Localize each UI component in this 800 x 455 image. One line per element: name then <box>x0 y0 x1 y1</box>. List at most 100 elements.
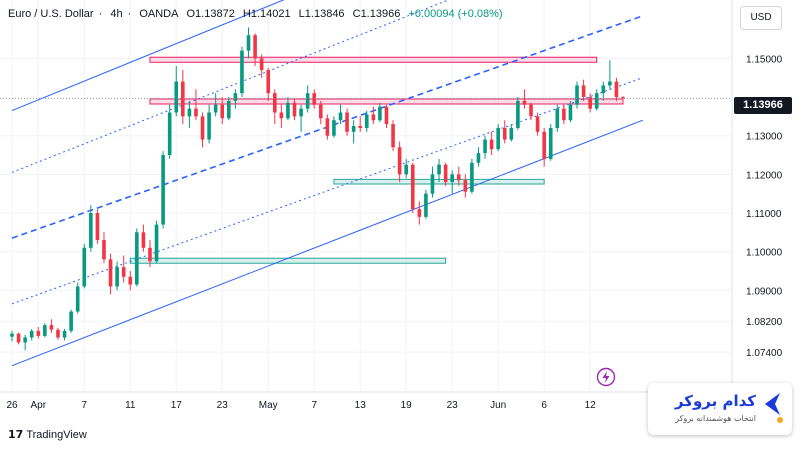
candle[interactable] <box>470 158 474 194</box>
candle[interactable] <box>108 253 113 295</box>
candle[interactable] <box>502 120 507 144</box>
candle[interactable] <box>174 66 179 117</box>
candle[interactable] <box>621 96 625 103</box>
candle[interactable] <box>516 97 520 130</box>
candle[interactable] <box>594 89 599 111</box>
candle[interactable] <box>89 205 93 252</box>
candle[interactable] <box>82 243 87 289</box>
candle[interactable] <box>43 323 47 338</box>
candle[interactable] <box>325 114 330 140</box>
candle[interactable] <box>305 85 310 113</box>
candle[interactable] <box>16 332 21 345</box>
candle[interactable] <box>548 124 553 161</box>
candle[interactable] <box>542 127 546 167</box>
candle[interactable] <box>476 147 481 167</box>
candle[interactable] <box>332 116 336 138</box>
candle[interactable] <box>456 166 461 186</box>
candle[interactable] <box>69 309 73 333</box>
candle[interactable] <box>233 89 238 109</box>
candle[interactable] <box>397 141 402 183</box>
candle[interactable] <box>509 124 514 142</box>
candle[interactable] <box>102 232 106 264</box>
candle[interactable] <box>404 158 408 179</box>
candle[interactable] <box>601 81 606 101</box>
candle[interactable] <box>29 328 34 341</box>
candle[interactable] <box>299 104 303 132</box>
candle[interactable] <box>266 68 271 101</box>
candle[interactable] <box>292 98 297 121</box>
candle[interactable] <box>279 104 284 128</box>
candle[interactable] <box>194 89 198 121</box>
candle[interactable] <box>154 220 159 264</box>
candle[interactable] <box>181 69 185 125</box>
candle[interactable] <box>588 93 592 113</box>
resistance-zone-lower[interactable] <box>149 98 624 105</box>
candle[interactable] <box>351 120 356 144</box>
candle[interactable] <box>273 89 277 125</box>
candle[interactable] <box>522 89 527 109</box>
candle[interactable] <box>614 77 619 101</box>
candle[interactable] <box>246 27 251 59</box>
candle[interactable] <box>148 240 152 268</box>
candle[interactable] <box>259 54 264 78</box>
candle[interactable] <box>391 120 395 152</box>
candle[interactable] <box>121 255 126 283</box>
candle[interactable] <box>135 228 139 287</box>
candle[interactable] <box>489 131 494 156</box>
candle[interactable] <box>56 327 60 340</box>
channel-lower-line[interactable] <box>11 119 643 367</box>
candle[interactable] <box>128 270 133 291</box>
time-axis[interactable]: 26 Apr 7 11 17 23 May 7 13 19 23 Jun 6 12 <box>6 400 596 411</box>
candle[interactable] <box>75 282 80 314</box>
candle[interactable] <box>141 224 146 252</box>
candle[interactable] <box>463 174 468 198</box>
candle[interactable] <box>483 135 487 159</box>
candle[interactable] <box>240 46 244 98</box>
candle[interactable] <box>496 124 500 152</box>
price-axis[interactable]: 1.07400 1.08200 1.09000 1.10000 1.11000 1.120… <box>746 54 783 359</box>
candle[interactable] <box>535 112 540 136</box>
candle[interactable] <box>167 104 172 159</box>
candle[interactable] <box>115 261 119 291</box>
candle[interactable] <box>161 151 165 229</box>
candle[interactable] <box>378 102 382 123</box>
candle[interactable] <box>417 201 422 225</box>
candle[interactable] <box>286 97 290 121</box>
candle[interactable] <box>430 166 435 198</box>
candle[interactable] <box>220 97 225 125</box>
candle[interactable] <box>529 102 533 121</box>
candle[interactable] <box>364 110 369 132</box>
candle[interactable] <box>608 60 612 90</box>
candle[interactable] <box>384 104 389 128</box>
candle[interactable] <box>575 81 579 109</box>
candle[interactable] <box>10 330 14 342</box>
interval-label[interactable]: 4h <box>110 8 123 20</box>
candle[interactable] <box>62 328 67 341</box>
candle[interactable] <box>253 33 257 67</box>
candle[interactable] <box>207 104 211 144</box>
candle[interactable] <box>443 162 448 186</box>
candle[interactable] <box>36 327 41 339</box>
candle[interactable] <box>187 100 192 128</box>
currency-button[interactable]: USD <box>740 6 782 30</box>
candle[interactable] <box>371 106 376 125</box>
candle[interactable] <box>562 104 566 125</box>
tradingview-watermark[interactable]: 17 TradingView <box>8 428 87 441</box>
candle[interactable] <box>568 100 573 123</box>
candle[interactable] <box>437 158 441 183</box>
candle[interactable] <box>555 104 560 132</box>
candle[interactable] <box>338 104 343 125</box>
support-zone-lower[interactable] <box>129 257 447 264</box>
resistance-zone-upper[interactable] <box>149 56 598 63</box>
candle[interactable] <box>345 108 349 136</box>
symbol-name[interactable]: Euro / U.S. Dollar <box>8 8 94 20</box>
candle[interactable] <box>227 97 231 121</box>
candle[interactable] <box>581 79 586 101</box>
channel-upper-line[interactable] <box>11 0 643 112</box>
candle[interactable] <box>358 116 363 132</box>
lightning-icon[interactable] <box>596 367 616 387</box>
candle[interactable] <box>318 100 323 125</box>
candle[interactable] <box>23 334 27 351</box>
candle[interactable] <box>213 93 218 117</box>
candle[interactable] <box>450 170 454 194</box>
